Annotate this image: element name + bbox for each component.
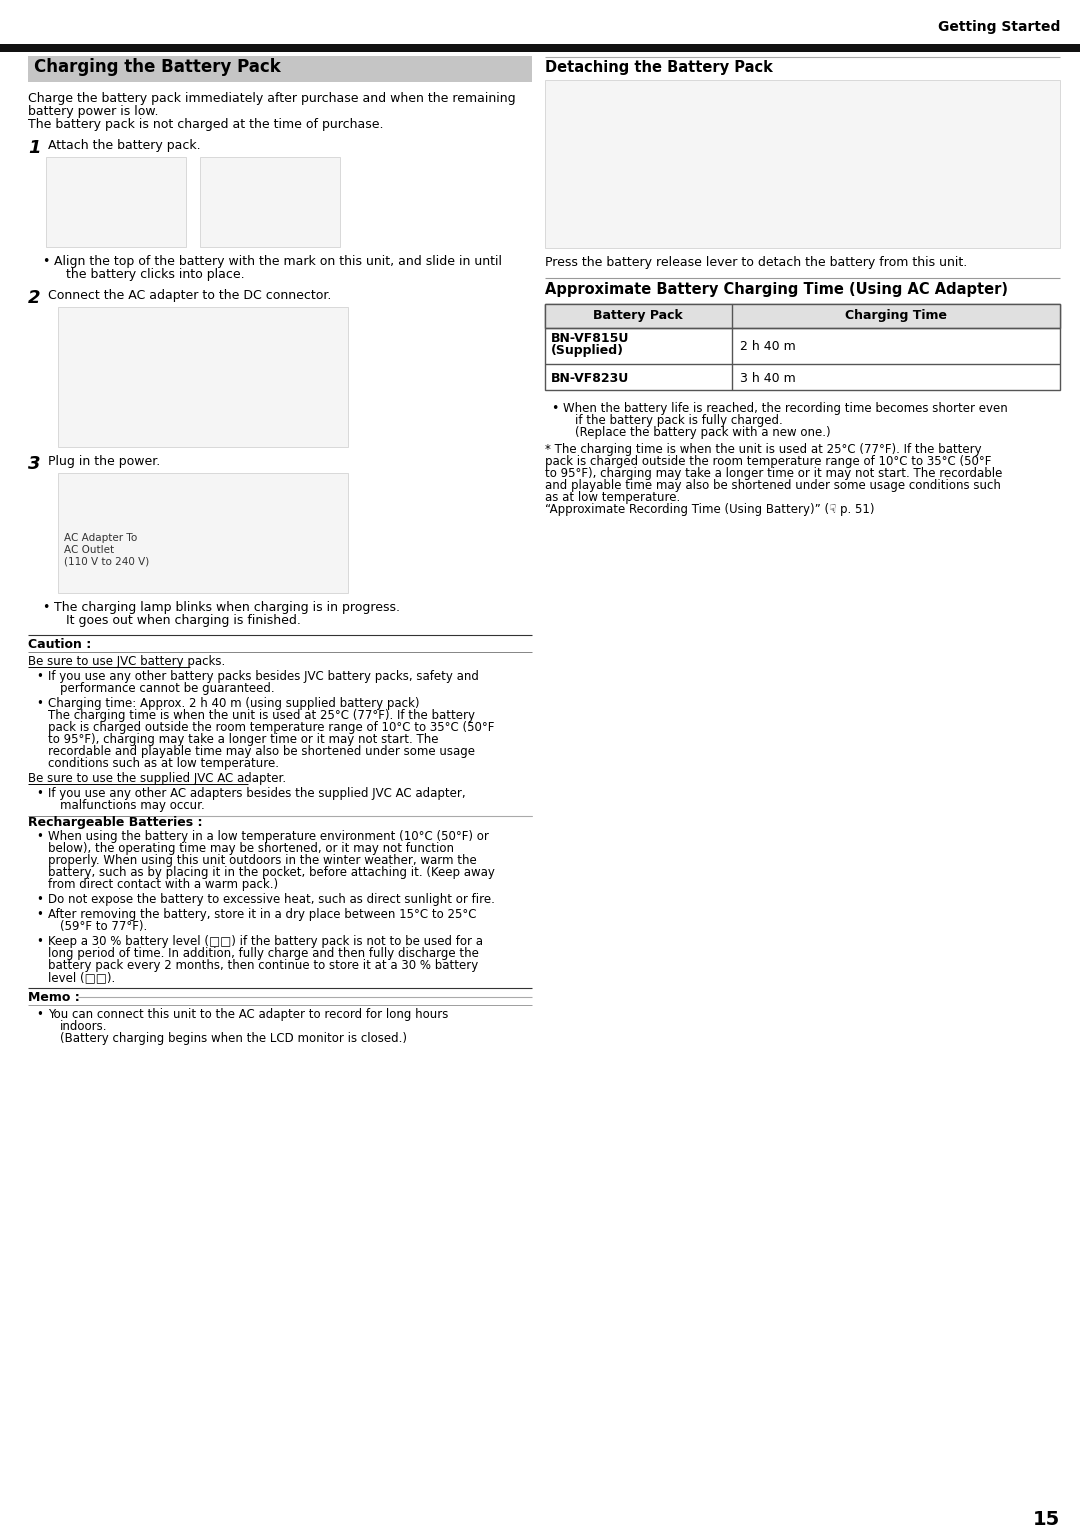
Text: Memo :: Memo :: [28, 991, 80, 1003]
Text: 3 h 40 m: 3 h 40 m: [740, 373, 796, 385]
Text: •: •: [551, 402, 558, 415]
Text: •: •: [36, 831, 43, 843]
Text: Charge the battery pack immediately after purchase and when the remaining: Charge the battery pack immediately afte…: [28, 92, 515, 105]
Text: performance cannot be guaranteed.: performance cannot be guaranteed.: [60, 683, 274, 695]
Text: Approximate Battery Charging Time (Using AC Adapter): Approximate Battery Charging Time (Using…: [545, 282, 1008, 296]
Text: properly. When using this unit outdoors in the winter weather, warm the: properly. When using this unit outdoors …: [48, 854, 476, 867]
Text: After removing the battery, store it in a dry place between 15°C to 25°C: After removing the battery, store it in …: [48, 909, 476, 921]
Text: •: •: [36, 935, 43, 948]
Bar: [58, 307, 348, 447]
Text: Attach the battery pack.: Attach the battery pack.: [48, 139, 201, 153]
Bar: [0, 44, 1080, 52]
Text: 15: 15: [1032, 1510, 1059, 1527]
Text: long period of time. In addition, fully charge and then fully discharge the: long period of time. In addition, fully …: [48, 947, 478, 960]
Text: •: •: [36, 909, 43, 921]
Text: BN-VF823U: BN-VF823U: [551, 373, 630, 385]
Text: •: •: [42, 602, 50, 614]
Text: as at low temperature.: as at low temperature.: [545, 492, 680, 504]
Text: 2: 2: [28, 289, 41, 307]
Text: Plug in the power.: Plug in the power.: [48, 455, 160, 467]
Text: When using the battery in a low temperature environment (10°C (50°F) or: When using the battery in a low temperat…: [48, 831, 489, 843]
Bar: [28, 56, 532, 82]
Bar: [46, 157, 186, 247]
Text: •: •: [36, 696, 43, 710]
Text: The charging lamp blinks when charging is in progress.: The charging lamp blinks when charging i…: [54, 602, 400, 614]
Text: pack is charged outside the room temperature range of 10°C to 35°C (50°F: pack is charged outside the room tempera…: [48, 721, 495, 734]
Text: 3: 3: [28, 455, 41, 473]
Bar: [58, 473, 348, 592]
Text: Battery Pack: Battery Pack: [593, 308, 683, 322]
Text: Charging Time: Charging Time: [845, 308, 947, 322]
Text: When the battery life is reached, the recording time becomes shorter even: When the battery life is reached, the re…: [563, 402, 1008, 415]
Text: battery pack every 2 months, then continue to store it at a 30 % battery: battery pack every 2 months, then contin…: [48, 959, 478, 973]
Text: Charging the Battery Pack: Charging the Battery Pack: [33, 58, 281, 76]
Text: Connect the AC adapter to the DC connector.: Connect the AC adapter to the DC connect…: [48, 289, 332, 302]
Text: level (□□).: level (□□).: [48, 971, 116, 983]
Text: •: •: [36, 893, 43, 906]
Bar: [545, 79, 1059, 247]
Text: conditions such as at low temperature.: conditions such as at low temperature.: [48, 757, 279, 770]
Text: AC Adapter To: AC Adapter To: [64, 533, 137, 544]
Text: The battery pack is not charged at the time of purchase.: The battery pack is not charged at the t…: [28, 118, 383, 131]
Text: to 95°F), charging may take a longer time or it may not start. The: to 95°F), charging may take a longer tim…: [48, 733, 438, 747]
Text: It goes out when charging is finished.: It goes out when charging is finished.: [66, 614, 301, 628]
Bar: [545, 304, 1059, 389]
Text: Rechargeable Batteries :: Rechargeable Batteries :: [28, 815, 203, 829]
Bar: [200, 157, 340, 247]
Text: if the battery pack is fully charged.: if the battery pack is fully charged.: [575, 414, 783, 428]
Text: Getting Started: Getting Started: [937, 20, 1059, 34]
Text: Keep a 30 % battery level (□□) if the battery pack is not to be used for a: Keep a 30 % battery level (□□) if the ba…: [48, 935, 483, 948]
Text: (110 V to 240 V): (110 V to 240 V): [64, 557, 149, 567]
Text: recordable and playable time may also be shortened under some usage: recordable and playable time may also be…: [48, 745, 475, 757]
Text: malfunctions may occur.: malfunctions may occur.: [60, 799, 205, 812]
Text: Be sure to use the supplied JVC AC adapter.: Be sure to use the supplied JVC AC adapt…: [28, 773, 286, 785]
Text: Be sure to use JVC battery packs.: Be sure to use JVC battery packs.: [28, 655, 226, 667]
Text: (59°F to 77°F).: (59°F to 77°F).: [60, 919, 147, 933]
Text: battery power is low.: battery power is low.: [28, 105, 159, 118]
Text: “Approximate Recording Time (Using Battery)” (☟ p. 51): “Approximate Recording Time (Using Batte…: [545, 502, 875, 516]
Text: You can connect this unit to the AC adapter to record for long hours: You can connect this unit to the AC adap…: [48, 1008, 448, 1022]
Text: •: •: [42, 255, 50, 269]
Text: Do not expose the battery to excessive heat, such as direct sunlight or fire.: Do not expose the battery to excessive h…: [48, 893, 495, 906]
Text: from direct contact with a warm pack.): from direct contact with a warm pack.): [48, 878, 279, 890]
Text: If you use any other battery packs besides JVC battery packs, safety and: If you use any other battery packs besid…: [48, 670, 478, 683]
Text: If you use any other AC adapters besides the supplied JVC AC adapter,: If you use any other AC adapters besides…: [48, 786, 465, 800]
Text: •: •: [36, 786, 43, 800]
Text: Charging time: Approx. 2 h 40 m (using supplied battery pack): Charging time: Approx. 2 h 40 m (using s…: [48, 696, 419, 710]
Text: and playable time may also be shortened under some usage conditions such: and playable time may also be shortened …: [545, 479, 1001, 492]
Text: BN-VF815U: BN-VF815U: [551, 331, 630, 345]
Text: (Replace the battery pack with a new one.): (Replace the battery pack with a new one…: [575, 426, 831, 438]
Text: AC Outlet: AC Outlet: [64, 545, 114, 554]
Text: •: •: [36, 670, 43, 683]
Text: (Battery charging begins when the LCD monitor is closed.): (Battery charging begins when the LCD mo…: [60, 1032, 407, 1044]
Text: to 95°F), charging may take a longer time or it may not start. The recordable: to 95°F), charging may take a longer tim…: [545, 467, 1002, 479]
Text: * The charging time is when the unit is used at 25°C (77°F). If the battery: * The charging time is when the unit is …: [545, 443, 982, 457]
Text: Align the top of the battery with the mark on this unit, and slide in until: Align the top of the battery with the ma…: [54, 255, 502, 269]
Text: battery, such as by placing it in the pocket, before attaching it. (Keep away: battery, such as by placing it in the po…: [48, 866, 495, 880]
Text: below), the operating time may be shortened, or it may not function: below), the operating time may be shorte…: [48, 841, 454, 855]
Text: pack is charged outside the room temperature range of 10°C to 35°C (50°F: pack is charged outside the room tempera…: [545, 455, 991, 467]
Text: Press the battery release lever to detach the battery from this unit.: Press the battery release lever to detac…: [545, 257, 968, 269]
Text: 2 h 40 m: 2 h 40 m: [740, 341, 796, 353]
Text: The charging time is when the unit is used at 25°C (77°F). If the battery: The charging time is when the unit is us…: [48, 709, 475, 722]
Text: the battery clicks into place.: the battery clicks into place.: [66, 269, 245, 281]
Text: 1: 1: [28, 139, 41, 157]
Bar: [545, 304, 1059, 328]
Text: Caution :: Caution :: [28, 638, 91, 651]
Text: Detaching the Battery Pack: Detaching the Battery Pack: [545, 60, 773, 75]
Text: •: •: [36, 1008, 43, 1022]
Text: (Supplied): (Supplied): [551, 344, 624, 357]
Text: indoors.: indoors.: [60, 1020, 108, 1032]
